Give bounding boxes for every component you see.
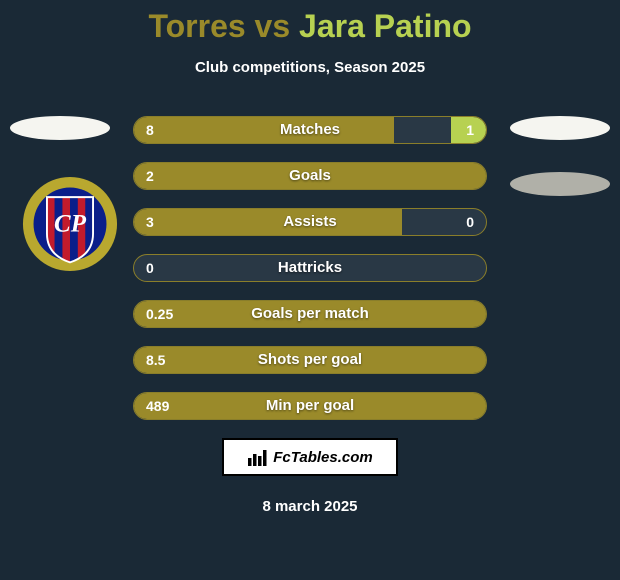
stat-row: 30Assists — [133, 208, 487, 236]
placeholder-oval-top-left — [10, 116, 110, 140]
stat-row: 8.5Shots per goal — [133, 346, 487, 374]
stat-label: Matches — [134, 117, 486, 143]
stats-area: CP 81Matches 2Goals 30Assists 0Hattricks 0.2… — [0, 116, 620, 420]
stat-row: 2Goals — [133, 162, 487, 190]
title-player2: Jara Patino — [299, 8, 472, 44]
club-badge: CP — [22, 176, 118, 272]
stat-label: Min per goal — [134, 393, 486, 419]
title-connector: vs — [255, 8, 291, 44]
date-label: 8 march 2025 — [0, 498, 620, 515]
stat-row: 0Hattricks — [133, 254, 487, 282]
svg-text:CP: CP — [54, 211, 87, 238]
stat-label: Goals per match — [134, 301, 486, 327]
placeholder-oval-top-right — [510, 116, 610, 140]
stat-label: Hattricks — [134, 255, 486, 281]
stat-rows: 81Matches 2Goals 30Assists 0Hattricks 0.25Go… — [133, 116, 487, 420]
placeholder-oval-bottom-right — [510, 172, 610, 196]
stat-row: 489Min per goal — [133, 392, 487, 420]
stat-label: Goals — [134, 163, 486, 189]
stat-label: Shots per goal — [134, 347, 486, 373]
footer-brand-text: FcTables.com — [273, 449, 372, 466]
page-title: Torres vs Jara Patino — [0, 0, 620, 45]
bar-chart-icon — [247, 447, 269, 467]
stat-label: Assists — [134, 209, 486, 235]
title-player1: Torres — [148, 8, 245, 44]
subtitle: Club competitions, Season 2025 — [0, 59, 620, 76]
stat-row: 81Matches — [133, 116, 487, 144]
footer-brand[interactable]: FcTables.com — [222, 438, 398, 476]
stat-row: 0.25Goals per match — [133, 300, 487, 328]
club-badge-icon: CP — [22, 176, 118, 272]
